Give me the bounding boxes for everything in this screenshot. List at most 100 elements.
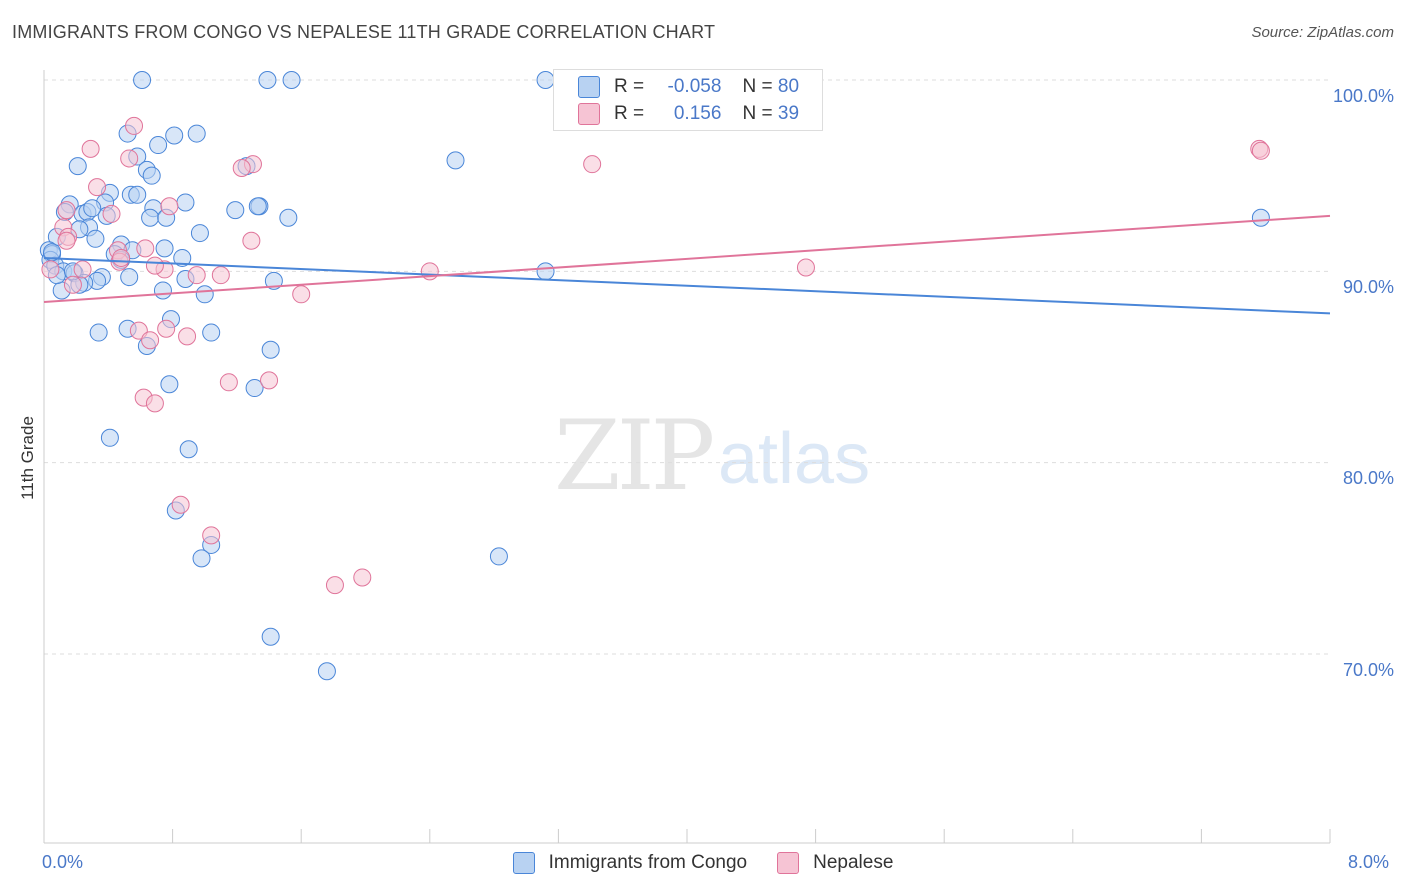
y-axis-label: 11th Grade xyxy=(18,416,37,500)
legend-row-nepalese: R = 0.156 N = 39 xyxy=(578,103,799,125)
point-congo xyxy=(160,375,179,394)
point-congo xyxy=(489,547,508,566)
point-congo xyxy=(141,208,160,227)
point-congo xyxy=(317,662,336,681)
series-legend: Immigrants from Congo Nepalese xyxy=(0,852,1406,874)
chart-title: IMMIGRANTS FROM CONGO VS NEPALESE 11TH G… xyxy=(12,22,716,42)
source-label: Source: ZipAtlas.com xyxy=(1251,24,1394,41)
y-tick-label-80: 80.0% xyxy=(1342,468,1394,488)
point-congo xyxy=(68,157,87,176)
point-nepalese xyxy=(583,155,602,174)
point-congo xyxy=(142,166,161,185)
point-nepalese xyxy=(125,116,144,135)
legend-swatch-congo xyxy=(512,852,535,874)
point-congo xyxy=(120,268,139,287)
legend-item-nepalese: Nepalese xyxy=(777,852,893,874)
point-congo xyxy=(261,627,280,646)
legend-item-congo: Immigrants from Congo xyxy=(512,852,748,874)
x-tick-label-max: 8.0% xyxy=(1348,852,1390,872)
point-congo xyxy=(226,201,245,220)
point-nepalese xyxy=(211,266,230,285)
point-nepalese xyxy=(325,576,344,595)
trendline-nepalese xyxy=(43,214,1331,303)
point-congo xyxy=(264,271,283,290)
y-tick-label-90: 90.0% xyxy=(1342,277,1394,297)
point-nepalese xyxy=(63,275,82,294)
point-congo xyxy=(153,281,172,300)
point-nepalese xyxy=(353,568,372,587)
legend-n-value: 39 xyxy=(777,103,800,124)
legend-label-nepalese: Nepalese xyxy=(813,852,894,873)
legend-swatch-nepalese xyxy=(777,852,800,874)
point-congo xyxy=(128,185,147,204)
point-nepalese xyxy=(796,258,815,277)
point-congo xyxy=(100,428,119,447)
legend-swatch-pink xyxy=(578,103,600,125)
legend-row-congo: R = -0.058 N = 80 xyxy=(578,76,799,98)
point-congo xyxy=(248,197,267,216)
point-nepalese xyxy=(41,260,60,279)
point-nepalese xyxy=(88,178,107,197)
legend-n-value: 80 xyxy=(777,76,800,97)
point-congo xyxy=(149,136,168,155)
legend-r-value: -0.058 xyxy=(667,76,722,97)
point-nepalese xyxy=(120,149,139,168)
point-congo xyxy=(195,285,214,304)
point-nepalese xyxy=(242,231,261,250)
point-nepalese xyxy=(57,201,76,220)
point-nepalese xyxy=(232,159,251,178)
point-congo xyxy=(179,440,198,459)
point-congo xyxy=(187,124,206,143)
point-nepalese xyxy=(136,239,155,258)
point-nepalese xyxy=(1251,141,1270,160)
point-congo xyxy=(1251,208,1270,227)
point-congo xyxy=(192,549,211,568)
point-nepalese xyxy=(141,331,160,350)
stats-legend: R = -0.058 N = 80 R = 0.156 N = 39 xyxy=(553,69,823,131)
point-congo xyxy=(245,379,264,398)
point-nepalese xyxy=(81,139,100,158)
point-congo xyxy=(261,340,280,359)
point-congo xyxy=(165,126,184,145)
point-nepalese xyxy=(219,373,238,392)
point-nepalese xyxy=(112,248,131,267)
point-nepalese xyxy=(187,266,206,285)
point-congo xyxy=(536,262,555,281)
legend-r-label: R = xyxy=(614,103,645,124)
point-nepalese xyxy=(178,327,197,346)
point-nepalese xyxy=(202,526,221,545)
point-congo xyxy=(536,71,555,89)
point-congo xyxy=(279,208,298,227)
y-tick-label-100: 100.0% xyxy=(1332,86,1394,106)
point-congo xyxy=(258,71,277,89)
legend-n-label: N = xyxy=(742,103,773,124)
point-congo xyxy=(282,71,301,89)
point-nepalese xyxy=(160,197,179,216)
x-tick-label-min: 0.0% xyxy=(42,852,84,872)
point-congo xyxy=(202,323,221,342)
point-nepalese xyxy=(73,260,92,279)
point-nepalese xyxy=(171,495,190,514)
legend-r-label: R = xyxy=(614,76,645,97)
trendline-congo xyxy=(43,256,1331,315)
legend-n-label: N = xyxy=(742,76,773,97)
point-congo xyxy=(133,71,152,89)
point-congo xyxy=(176,193,195,212)
point-congo xyxy=(155,239,174,258)
legend-label-congo: Immigrants from Congo xyxy=(548,852,748,873)
point-nepalese xyxy=(157,319,176,338)
y-tick-label-70: 70.0% xyxy=(1342,660,1394,680)
point-congo xyxy=(83,199,102,218)
watermark-zip: ZIP xyxy=(554,400,715,512)
legend-swatch-blue xyxy=(578,76,600,98)
point-congo xyxy=(446,151,465,170)
point-nepalese xyxy=(57,231,76,250)
point-nepalese xyxy=(102,204,121,223)
point-nepalese xyxy=(292,285,311,304)
point-nepalese xyxy=(260,371,279,390)
point-congo xyxy=(173,248,192,267)
point-congo xyxy=(89,323,108,342)
watermark-atlas: atlas xyxy=(718,419,871,499)
point-congo xyxy=(190,224,209,243)
